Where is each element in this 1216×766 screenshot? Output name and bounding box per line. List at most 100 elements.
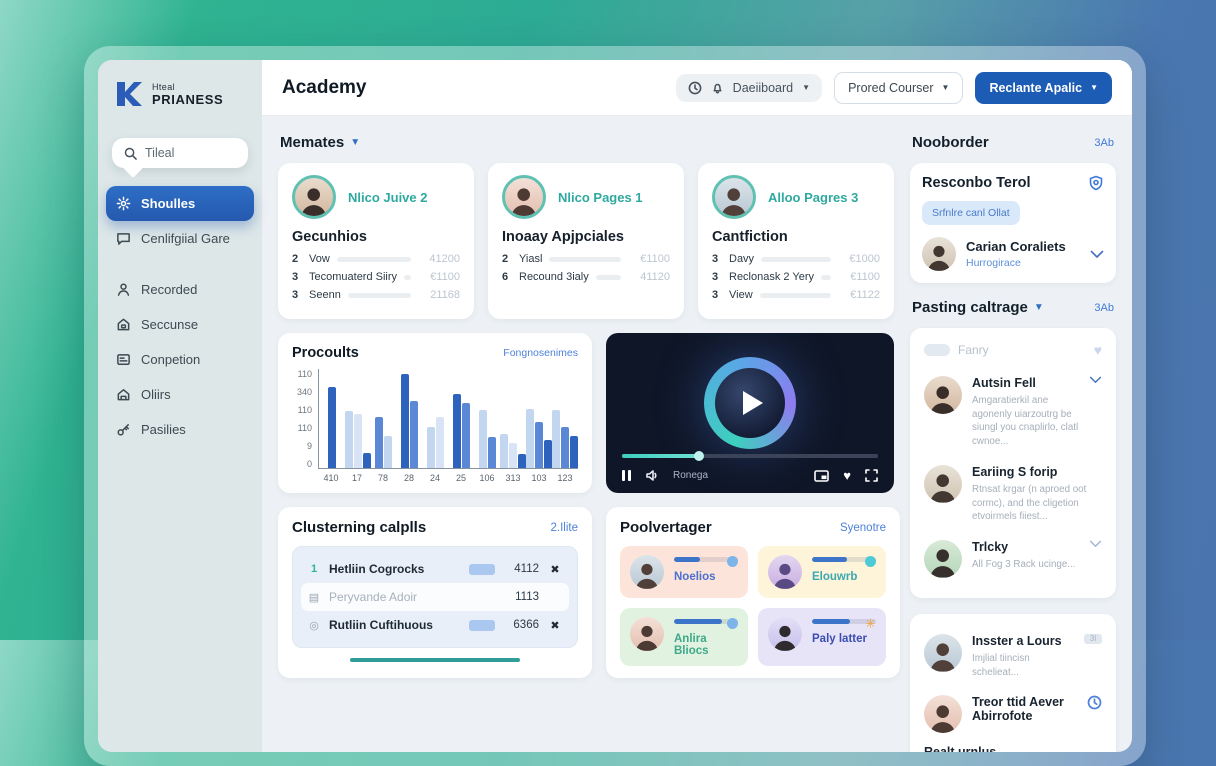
sidebar-item-label: Oliirs <box>141 387 171 402</box>
bar <box>499 434 508 468</box>
y-tick-label: 110 <box>297 369 312 379</box>
bar-group <box>551 410 578 468</box>
home-icon <box>117 389 130 401</box>
pool-tile[interactable]: Noelios <box>620 546 748 598</box>
chevron-down-icon[interactable] <box>1089 376 1102 384</box>
pool-tile[interactable]: Anlira Bliocs <box>620 608 748 666</box>
poolvertager-card: Poolvertager Syenotre Noelios <box>606 507 900 678</box>
shield-icon[interactable] <box>1088 175 1104 191</box>
pool-name: Noelios <box>674 571 716 583</box>
chevron-down-icon[interactable]: ▼ <box>350 137 361 148</box>
memate-card[interactable]: Nlico Juive 2 Gecunhios 2 Vow 41200 3 <box>278 163 474 319</box>
row-label: Peryvande Adoir <box>329 590 418 604</box>
nooborder-link[interactable]: 3Ab <box>1094 136 1114 149</box>
pool-name: Paly latter <box>812 633 867 645</box>
bar-group <box>499 434 526 468</box>
pause-button[interactable] <box>622 470 631 481</box>
progress-track <box>336 256 411 262</box>
pool-link[interactable]: Syenotre <box>839 521 886 534</box>
pool-name: Elouwrb <box>812 571 858 583</box>
table-row[interactable]: 1 Hetliin Cogrocks 4112 ✖ <box>301 555 569 583</box>
x-tick-label: 24 <box>429 473 440 483</box>
chevron-down-icon[interactable]: ▼ <box>1033 302 1044 313</box>
progress-track <box>821 274 831 280</box>
chevron-down-icon[interactable] <box>1090 250 1104 259</box>
bar <box>375 417 384 468</box>
stat-n: 3 <box>292 289 299 301</box>
list-item[interactable]: Insster a Lours Imjlial tiincisn schelie… <box>922 626 1104 687</box>
x-tick-label: 410 <box>323 473 339 483</box>
person-name: Carian Coraliets <box>966 239 1066 254</box>
heart-icon[interactable]: ♥ <box>843 468 851 483</box>
fullscreen-icon[interactable] <box>865 469 878 482</box>
chart-card: Procoults Fongnosenimes 110 340 110 110 9 0 4… <box>278 333 592 493</box>
clock-icon <box>688 81 702 94</box>
video-progress-fill <box>622 451 704 461</box>
row-value: 1113 <box>515 591 539 603</box>
row-action-icon[interactable]: ✖ <box>550 563 560 576</box>
play-button[interactable] <box>704 357 796 450</box>
sidebar-item-oliirs[interactable]: Oliirs <box>106 377 254 412</box>
list-item[interactable]: Trlcky All Fog 3 Rack ucinge... <box>922 532 1104 586</box>
stat-n: 2 <box>292 253 299 265</box>
item-desc: Imjlial tiincisn schelieat... <box>972 652 1030 678</box>
stat-row: 3 Seenn 21168 <box>292 289 460 301</box>
pool-tile[interactable]: Elouwrb <box>758 546 886 598</box>
row-action-icon[interactable]: ✖ <box>550 619 560 632</box>
clock-icon[interactable] <box>1087 695 1102 710</box>
stat-n: 3 <box>292 271 299 283</box>
chart-y-axis: 110 340 110 110 9 0 <box>292 369 312 469</box>
right-panel: Nooborder 3Ab Resconbo Terol Srfnlre can… <box>910 130 1116 752</box>
star-icon: ✳ <box>865 616 876 631</box>
memate-card[interactable]: Nlico Pages 1 Inoaay Apjpciales 2 Yiasl … <box>488 163 684 319</box>
reclante-apalic-button[interactable]: Reclante Apalic ▼ <box>975 71 1112 104</box>
status-dot-icon <box>727 556 738 567</box>
row-marker: ▤ <box>308 591 320 604</box>
pasting-link[interactable]: 3Ab <box>1094 301 1114 314</box>
sidebar-item-label: Seccunse <box>141 317 199 332</box>
list-item[interactable]: Autsin Fell Amgaratierkil ane agonenly u… <box>922 368 1104 457</box>
pool-tile[interactable]: Paly latter ✳ <box>758 608 886 666</box>
video-progress-bar[interactable] <box>622 451 878 461</box>
memate-card-title: Inoaay Apjpciales <box>502 229 624 245</box>
stat-value: 41200 <box>429 253 460 265</box>
sidebar-item-conpetion[interactable]: Conpetion <box>106 342 254 377</box>
heart-icon[interactable]: ♥ <box>1093 342 1102 358</box>
memates-heading: Memates ▼ <box>280 134 892 151</box>
partial-item-name[interactable]: Realt urnlus <box>922 741 1104 752</box>
person-row[interactable]: Carian Coraliets Hurrogirace <box>922 237 1104 271</box>
prored-courser-button[interactable]: Prored Courser ▼ <box>834 71 964 104</box>
row-marker: ◎ <box>309 619 319 632</box>
pasting-card-2: Insster a Lours Imjlial tiincisn schelie… <box>910 613 1116 752</box>
bar <box>478 410 487 468</box>
chart-link[interactable]: Fongnosenimes <box>503 347 578 359</box>
table-link[interactable]: 2.Ilite <box>550 521 579 534</box>
pip-icon[interactable] <box>814 469 830 482</box>
chevron-down-icon[interactable] <box>1089 540 1102 548</box>
list-item[interactable]: Treor ttid Aever Abirrofote <box>922 687 1104 741</box>
sidebar-item-recorded[interactable]: Recorded <box>106 272 254 307</box>
table-row[interactable]: ◎ Rutliin Cuftihuous 6366 ✖ <box>301 611 569 639</box>
bar <box>384 436 393 468</box>
resconbo-pill[interactable]: Srfnlre canl Ollat <box>922 201 1020 225</box>
volume-icon[interactable] <box>645 469 659 482</box>
sidebar-item-seccunse[interactable]: Seccunse <box>106 307 254 342</box>
stat-label: Yiasl <box>519 253 543 265</box>
table-row[interactable]: ▤ Peryvande Adoir 1113 <box>301 583 569 611</box>
nav-spacer <box>106 256 254 272</box>
person-sub[interactable]: Hurrogirace <box>966 257 1021 269</box>
video-player[interactable]: Ronega ♥ <box>606 333 894 493</box>
progress-track <box>759 292 831 298</box>
stat-label: View <box>729 289 753 301</box>
search-input[interactable]: Tileal <box>112 138 248 168</box>
memate-card[interactable]: Alloo Pagres 3 Cantfiction 3 Davy €1000 … <box>698 163 894 319</box>
list-item[interactable]: Eariing S forip Rtnsat krgar (n aproed o… <box>922 457 1104 532</box>
sidebar-item-pasilies[interactable]: Pasilies <box>106 412 254 447</box>
sidebar-item-shoulles[interactable]: Shoulles <box>106 186 254 221</box>
y-tick-label: 110 <box>297 405 312 415</box>
sidebar-item-cenlifgiial-gare[interactable]: Cenlifgiial Gare <box>106 221 254 256</box>
dashboard-label: Daeiiboard <box>732 80 794 95</box>
chat-icon <box>117 233 130 245</box>
clusterning-card: Clusterning calplls 2.Ilite 1 Hetliin Co… <box>278 507 592 678</box>
dashboard-switcher[interactable]: Daeiiboard ▼ <box>675 73 823 102</box>
